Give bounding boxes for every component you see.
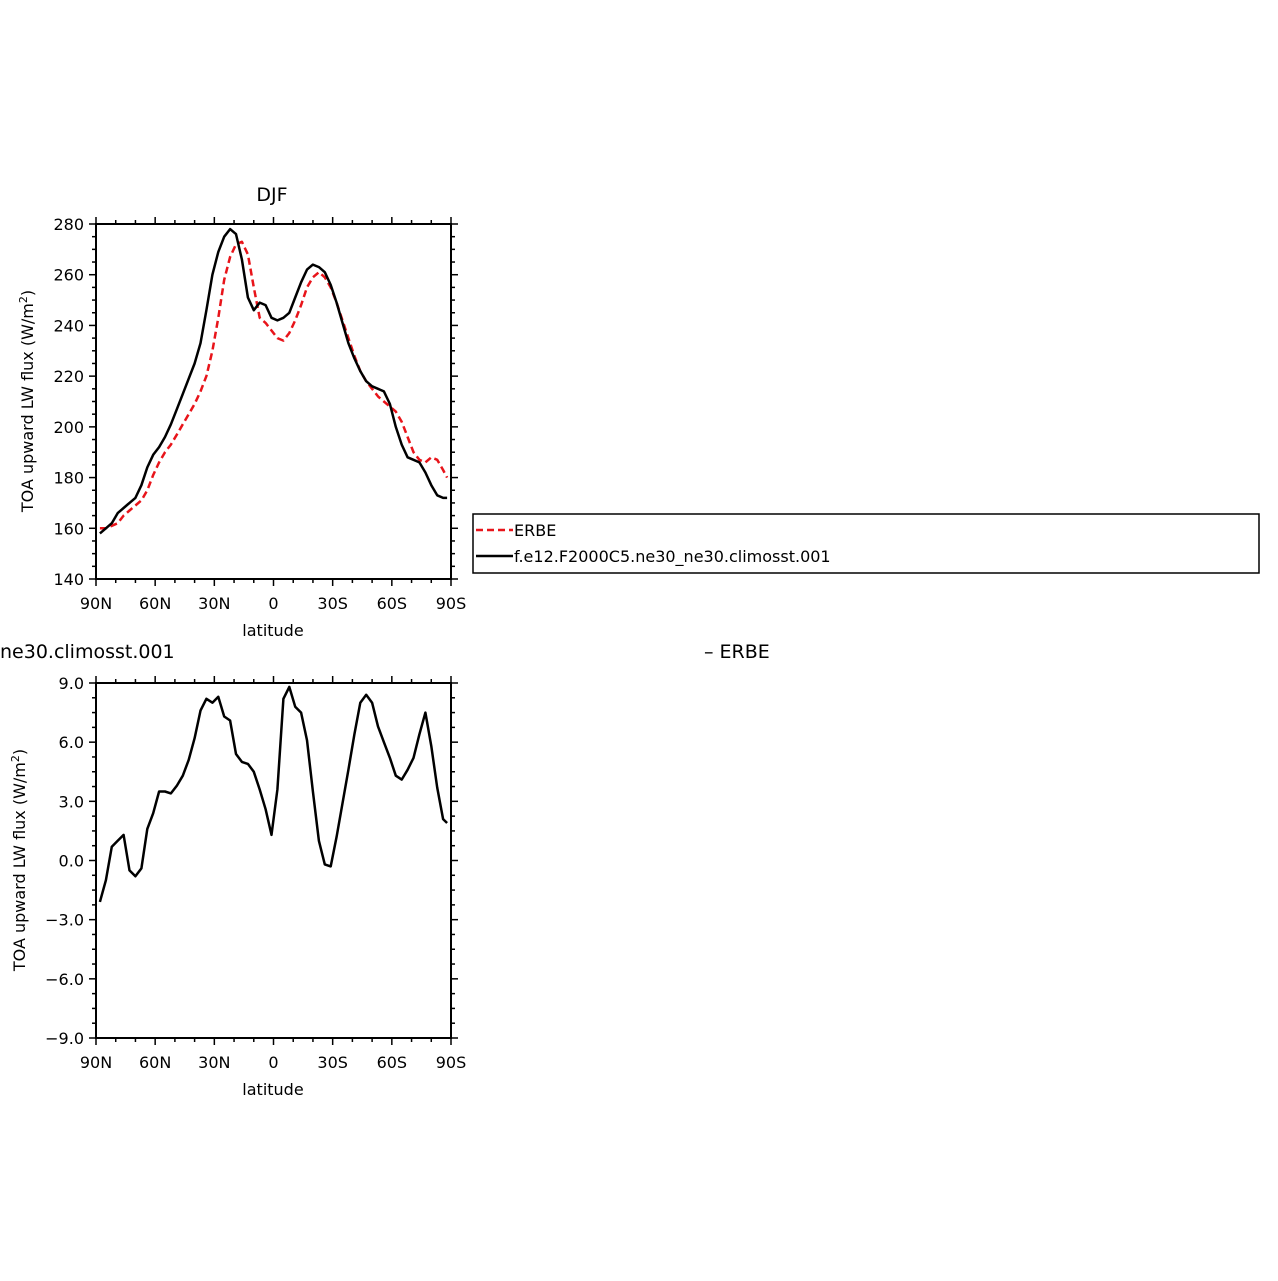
bottom-title-right: – ERBE xyxy=(704,641,770,663)
top-y-axis-label-text: TOA upward LW flux (W/m xyxy=(18,303,37,513)
top-title: DJF xyxy=(256,184,287,206)
top-y-axis-label-close: ) xyxy=(18,290,37,296)
panel0-xtick-label: 30N xyxy=(198,594,230,613)
panel1-xtick-label: 30S xyxy=(317,1053,348,1072)
panel0-ytick-label: 280 xyxy=(53,215,84,234)
panel0-ytick-label: 160 xyxy=(53,519,84,538)
bottom-series-group xyxy=(98,685,448,903)
panel1-ytick-label: 6.0 xyxy=(59,733,84,752)
panel1-ytick-label: 3.0 xyxy=(59,792,84,811)
panel1-ytick-label: −6.0 xyxy=(45,970,84,989)
panel1-ytick-label: 9.0 xyxy=(59,674,84,693)
panel0-ytick-label: 140 xyxy=(53,570,84,589)
bottom-y-axis-label-text: TOA upward LW flux (W/m xyxy=(10,762,29,972)
panel1-ytick-label: 0.0 xyxy=(59,852,84,871)
panel0-xtick-label: 90S xyxy=(436,594,467,613)
bottom-ticks-group: 90N 60N 30N 0 30S 60S 90S −9.0 −6.0 −3.0 0.0 3.0 6.0… xyxy=(45,674,466,1072)
panel0-ytick-label: 240 xyxy=(53,316,84,335)
panel0-ytick-label: 260 xyxy=(53,266,84,285)
top-series-group xyxy=(99,227,449,535)
panel0-ytick-label: 200 xyxy=(53,418,84,437)
panel1-xtick-label: 90S xyxy=(436,1053,467,1072)
panel0-xtick-label: 0 xyxy=(268,594,278,613)
panel1-series-0-line xyxy=(98,685,448,903)
panel0-xtick-label: 30S xyxy=(317,594,348,613)
panel1-xtick-label: 30N xyxy=(198,1053,230,1072)
panel1-ytick-label: −9.0 xyxy=(45,1029,84,1048)
bottom-y-axis-label-superscript: 2 xyxy=(9,755,22,762)
top-ticks-group: 90N 60N 30N 0 30S 60S 90S 140 160 180 200 220 240 260… xyxy=(53,215,466,613)
panel0-ytick-label: 220 xyxy=(53,367,84,386)
legend-erbe-label: ERBE xyxy=(514,521,556,540)
bottom-plot-frame xyxy=(95,682,452,1039)
bottom-panel: ne30.climosst.001 – ERBE 90N 60N 30N 0 30S 60… xyxy=(0,641,770,1099)
panel1-xtick-label: 0 xyxy=(268,1053,278,1072)
panel1-xtick-label: 60S xyxy=(377,1053,408,1072)
legend: ERBE f.e12.F2000C5.ne30_ne30.climosst.00… xyxy=(472,513,1260,574)
panel1-xtick-label: 90N xyxy=(80,1053,112,1072)
bottom-x-axis-label: latitude xyxy=(242,1080,303,1099)
panel0-xtick-label: 60S xyxy=(377,594,408,613)
legend-box xyxy=(472,513,1260,574)
top-y-axis-label-superscript: 2 xyxy=(17,296,30,303)
panel0-xtick-label: 90N xyxy=(80,594,112,613)
panel0-xtick-label: 60N xyxy=(139,594,171,613)
top-panel: DJF 90N 60N 30N 0 30S 60S 90S 140 160 180 200 220 24… xyxy=(17,184,466,640)
bottom-y-axis-label-close: ) xyxy=(10,749,29,755)
top-y-axis-label: TOA upward LW flux (W/m2) xyxy=(17,290,37,513)
top-plot-frame xyxy=(95,223,452,580)
panel0-series-1-line xyxy=(99,227,448,535)
bottom-title-left: ne30.climosst.001 xyxy=(0,641,175,663)
legend-model-label: f.e12.F2000C5.ne30_ne30.climosst.001 xyxy=(514,547,831,567)
bottom-y-axis-label: TOA upward LW flux (W/m2) xyxy=(9,749,29,972)
panel0-ytick-label: 180 xyxy=(53,469,84,488)
panel0-series-0-line xyxy=(99,240,449,530)
top-x-axis-label: latitude xyxy=(242,621,303,640)
panel1-ytick-label: −3.0 xyxy=(45,911,84,930)
panel1-xtick-label: 60N xyxy=(139,1053,171,1072)
